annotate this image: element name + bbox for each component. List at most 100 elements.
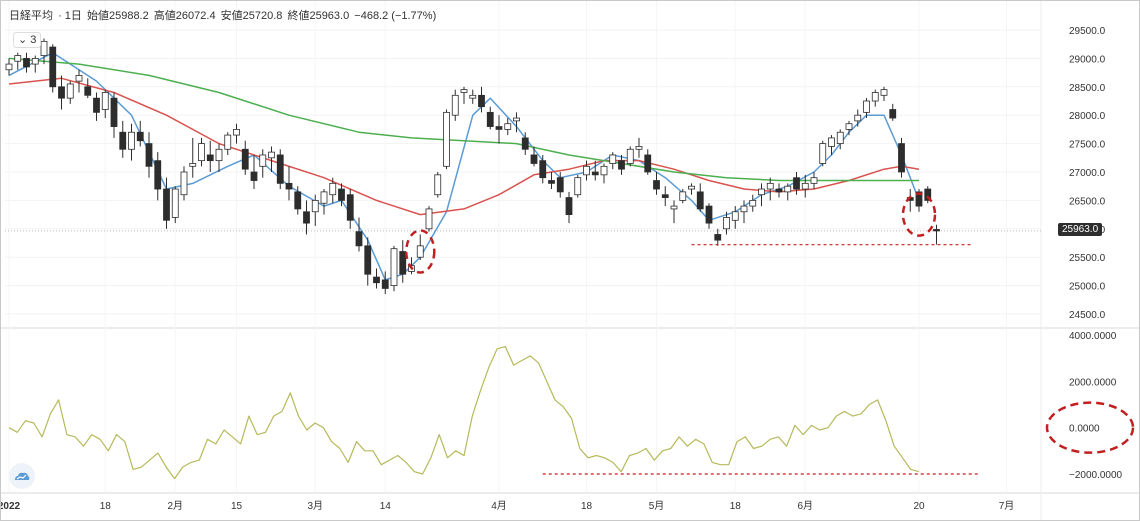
candle-body [898,143,905,173]
candle-body [110,97,118,127]
low-value: 安値25720.8 [220,10,283,22]
candle-body [626,148,634,164]
candle-body [84,86,92,96]
candle-body [495,126,503,130]
price-tick-label: 29000.0 [1069,54,1106,65]
chevron-down-icon: ⌄ [18,34,28,46]
candle-body [749,199,757,207]
annotation-circle [405,229,436,274]
candle-body [486,111,494,127]
osc-tick-label: 2000.0000 [1069,377,1117,388]
time-tick-label: 7月 [999,500,1015,512]
candle-body [644,154,652,173]
time-tick-label: 18 [730,501,742,512]
candle-body [854,114,862,122]
candle-body [548,180,555,184]
candle-body [828,137,835,147]
candle-body [163,188,170,221]
candle-body [224,134,232,150]
price-tick-label: 28500.0 [1069,83,1106,94]
last-price-tag: 25963.0 [1058,223,1103,236]
price-tick-label: 27000.0 [1069,168,1106,179]
tradingview-logo-icon[interactable] [9,463,35,489]
candle-body [731,211,739,221]
candle-body [766,182,774,190]
candle-body [661,194,669,198]
candle-body [136,131,144,142]
candle-body [705,205,713,224]
candle-body [303,211,310,224]
time-tick-label: 6月 [797,500,813,512]
candle-body [889,109,897,119]
candle-body [819,143,827,164]
candle-body [933,229,940,232]
indicator-collapse-button[interactable]: ⌄ 3 [13,32,42,48]
price-tick-label: 24500.0 [1069,310,1106,321]
candle-body [198,143,205,162]
candle-body [128,131,135,150]
time-tick-label: 15 [231,501,243,512]
candle-body [66,83,74,99]
high-value: 高値26072.4 [153,10,216,22]
candle-body [338,188,345,201]
candle-body [758,188,765,196]
candle-body [723,217,730,230]
annotation-circle [1045,401,1135,454]
price-tick-label: 25000.0 [1069,282,1106,293]
open-value: 始値25988.2 [86,10,149,22]
candle-body [329,182,337,196]
candle-body [75,75,83,82]
time-tick-label: 3月 [307,500,323,512]
candle-body [670,205,678,210]
candle-body [250,171,258,181]
indicator-count: 3 [30,34,37,46]
candle-body [23,58,30,68]
candle-body [635,146,643,150]
candle-body [381,279,389,289]
candle-body [14,55,22,62]
price-tick-label: 27500.0 [1069,140,1106,151]
candle-body [574,177,582,196]
interval-label[interactable]: · 1日 [58,10,82,22]
ma_long-line [8,57,919,182]
candle-body [591,171,599,176]
candle-body [810,177,818,184]
candle-body [171,188,179,218]
price-tick-label: 29500.0 [1069,26,1106,37]
close-value: 終値25963.0 [287,10,350,22]
candle-body [346,194,354,221]
candle-body [565,197,573,215]
candle-body [320,191,328,204]
candle-body [276,154,284,184]
time-tick-label: 18 [100,501,112,512]
candle-body [31,58,39,65]
candle-body [390,248,398,286]
oscillator-line [8,346,920,480]
candle-body [583,165,590,176]
candle-body [145,143,153,167]
candle-body [443,111,450,167]
candle-body [215,148,223,162]
symbol-name[interactable]: 日経平均 [9,10,53,22]
candle-body [311,199,319,213]
candle-body [740,205,748,213]
price-tick-label: 25500.0 [1069,253,1106,264]
candle-body [845,123,853,130]
time-tick-label: 5月 [649,500,665,512]
candle-body [373,276,380,284]
osc-tick-label: 4000.0000 [1069,331,1117,342]
candle-body [775,188,783,193]
candle-body [101,92,109,110]
candle-body [696,191,704,210]
candle-body [49,46,57,88]
candle-body [233,128,240,136]
candle-body [268,151,275,159]
candle-body [364,245,372,275]
candle-body [793,177,800,190]
candle-body [399,251,407,275]
candle-body [206,154,214,162]
candle-body [434,174,442,196]
candle-body [600,165,608,176]
candle-body [679,191,687,201]
